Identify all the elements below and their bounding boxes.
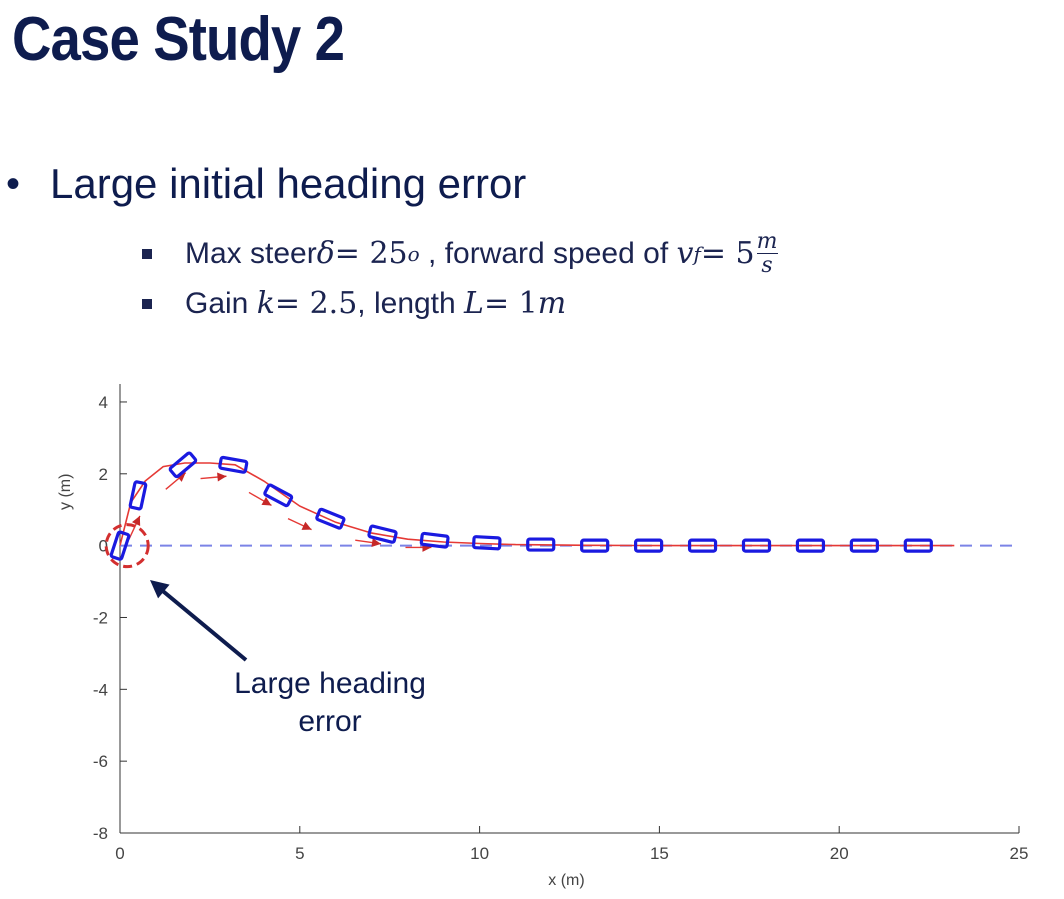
arrow-head — [371, 538, 381, 548]
vehicle-marker — [903, 538, 933, 553]
annotation-arrow-head — [150, 580, 170, 599]
x-tick-label: 25 — [1010, 844, 1029, 863]
chart-axes: 0 5 10 15 20 25 -8 -6 -4 -2 0 2 4 — [93, 384, 1029, 863]
y-tick-label: 0 — [99, 537, 108, 556]
vehicle-marker — [218, 455, 249, 474]
arrow-head — [217, 472, 227, 482]
v-subscript: f — [693, 241, 701, 266]
x-tick-label: 15 — [650, 844, 669, 863]
sub2-eq2: = 1 — [483, 286, 538, 321]
degree-superscript: o — [407, 241, 420, 266]
vehicle-marker — [795, 538, 826, 553]
trajectory-arrow — [248, 491, 272, 507]
annotation-arrow-shaft — [156, 585, 248, 662]
sub1-eq1: = 25 — [334, 236, 408, 272]
speed-unit-fraction: m s — [756, 229, 778, 279]
vehicle-marker — [687, 538, 718, 553]
x-tick-label: 0 — [115, 844, 124, 863]
vehicle-marker — [472, 535, 502, 551]
trajectory-arrow — [128, 515, 141, 540]
x-tick-label: 10 — [470, 844, 489, 863]
vehicle-marker — [526, 537, 556, 552]
sub2-unit: m — [537, 286, 567, 321]
fraction-bar — [756, 253, 778, 255]
x-axis-label: x (m) — [548, 872, 584, 889]
vehicle-marker — [128, 480, 148, 511]
x-tick-label: 20 — [830, 844, 849, 863]
main-bullet-text: Large initial heading error — [50, 160, 527, 207]
trajectory-path — [119, 462, 955, 547]
vehicle-marker — [263, 483, 294, 508]
square-bullet-icon — [142, 298, 152, 309]
vehicle-markers — [109, 451, 933, 561]
heading-error-circle — [104, 523, 150, 569]
delta-symbol: δ — [316, 236, 335, 272]
sub1-text1: Max steer — [185, 236, 317, 270]
arrow-head — [301, 521, 312, 530]
sub2-eq1: = 2.5 — [274, 286, 358, 321]
vehicle-marker — [741, 538, 772, 553]
annotation-line1: Large heading — [234, 667, 426, 700]
y-tick-label: 4 — [99, 393, 108, 412]
trajectory-arrow — [287, 517, 312, 531]
vehicle-marker — [315, 507, 346, 530]
axis-labels: x (m) y (m) — [57, 474, 585, 889]
y-tick-label: 2 — [99, 465, 108, 484]
sub2-text2: , length — [357, 286, 465, 320]
L-symbol: L — [464, 286, 484, 321]
main-bullet: • Large initial heading error — [6, 160, 526, 208]
vehicle-marker — [580, 538, 610, 553]
k-symbol: k — [256, 286, 275, 321]
v-symbol: v — [676, 236, 694, 272]
y-axis-label: y (m) — [57, 474, 74, 510]
sub2-text1: Gain — [185, 286, 257, 320]
annotation-label: Large heading error — [205, 665, 455, 741]
y-tick-label: -2 — [93, 608, 108, 627]
vehicle-marker — [634, 538, 664, 553]
arrow-head — [131, 515, 141, 526]
vehicle-marker — [419, 531, 450, 549]
vehicle-marker — [849, 538, 879, 553]
trajectory-chart: 0 5 10 15 20 25 -8 -6 -4 -2 0 2 4 x (m) y (m) — [57, 384, 1029, 889]
sub1-eq2: = 5 — [700, 236, 755, 272]
square-bullet-icon — [142, 248, 152, 259]
vehicle-marker — [109, 530, 131, 561]
fraction-numerator: m — [756, 229, 778, 254]
trajectory-line — [119, 462, 955, 547]
fraction-denominator: s — [761, 253, 773, 279]
slide-title: Case Study 2 — [12, 5, 345, 74]
bullet-dot-icon: • — [6, 162, 21, 206]
vehicle-marker — [367, 524, 398, 544]
trajectory-arrow — [355, 538, 382, 548]
x-tick-label: 5 — [295, 844, 304, 863]
arrow-head — [261, 497, 272, 506]
y-tick-label: -8 — [93, 824, 108, 843]
y-tick-label: -6 — [93, 752, 108, 771]
sub1-text2: , forward speed of — [419, 236, 677, 270]
annotation-line2: error — [298, 705, 362, 739]
y-tick-label: -4 — [93, 680, 108, 699]
annotation-group — [104, 523, 248, 662]
vehicle-marker — [168, 451, 198, 479]
trajectory-arrow — [200, 472, 227, 482]
